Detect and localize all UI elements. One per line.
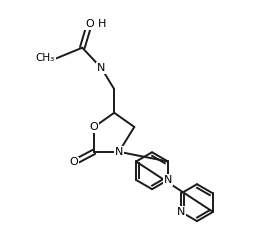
- Text: O: O: [90, 122, 98, 132]
- Text: O: O: [85, 19, 94, 29]
- Text: N: N: [164, 175, 172, 185]
- Text: N: N: [177, 207, 185, 217]
- Text: N: N: [115, 147, 123, 157]
- Text: H: H: [98, 19, 106, 29]
- Text: O: O: [70, 157, 78, 168]
- Text: N: N: [97, 63, 105, 73]
- Text: CH₃: CH₃: [36, 53, 55, 63]
